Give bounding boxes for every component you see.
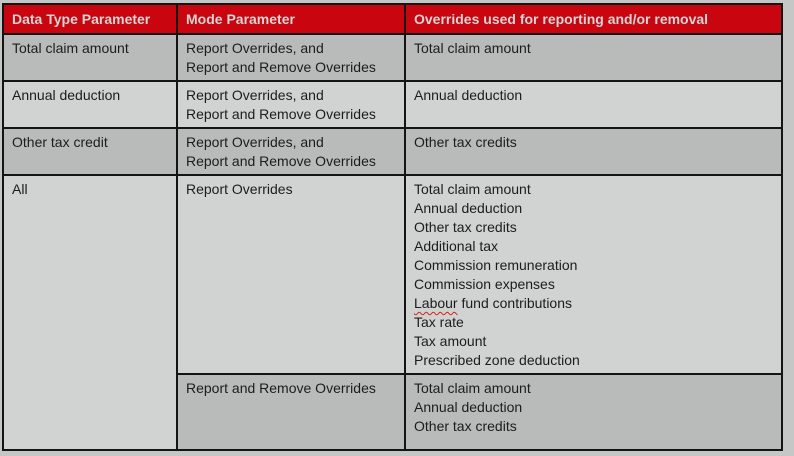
spellcheck-underline: Labour [414, 295, 458, 311]
cell-data-type: Total claim amount [2, 33, 178, 82]
cell-data-type-all: All [2, 174, 178, 451]
cell-overrides: Annual deduction [404, 80, 783, 129]
cell-overrides: Total claim amount [404, 33, 783, 82]
cell-overrides-all-report: Total claim amount Annual deduction Othe… [404, 174, 783, 375]
cell-data-type: Other tax credit [2, 127, 178, 176]
table-row-total-claim-amount: Total claim amount Report Overrides, and… [2, 33, 783, 82]
cell-data-type: Annual deduction [2, 80, 178, 129]
header-data-type-parameter: Data Type Parameter [2, 3, 178, 35]
cell-overrides: Total claim amount Annual deduction Othe… [404, 373, 783, 451]
cell-mode: Report and Remove Overrides [176, 373, 406, 451]
table-row-all-report-overrides: All Report Overrides Total claim amount … [2, 174, 783, 451]
cell-mode: Report Overrides, and Report and Remove … [176, 33, 406, 82]
cell-mode: Report Overrides, and Report and Remove … [176, 80, 406, 129]
cell-mode: Report Overrides, and Report and Remove … [176, 127, 406, 176]
cell-mode: Report Overrides [176, 174, 406, 375]
table-row-all-report-remove-overrides: Report and Remove Overrides Total claim … [3, 373, 783, 451]
cell-overrides: Other tax credits [404, 127, 783, 176]
header-overrides: Overrides used for reporting and/or remo… [404, 3, 783, 35]
table-row-other-tax-credit: Other tax credit Report Overrides, and R… [2, 127, 783, 176]
table-row-annual-deduction: Annual deduction Report Overrides, and R… [2, 80, 783, 129]
header-row: Data Type Parameter Mode Parameter Overr… [2, 3, 783, 35]
table-container: Data Type Parameter Mode Parameter Overr… [2, 3, 783, 451]
overrides-table: Data Type Parameter Mode Parameter Overr… [2, 3, 783, 451]
header-mode-parameter: Mode Parameter [176, 3, 406, 35]
